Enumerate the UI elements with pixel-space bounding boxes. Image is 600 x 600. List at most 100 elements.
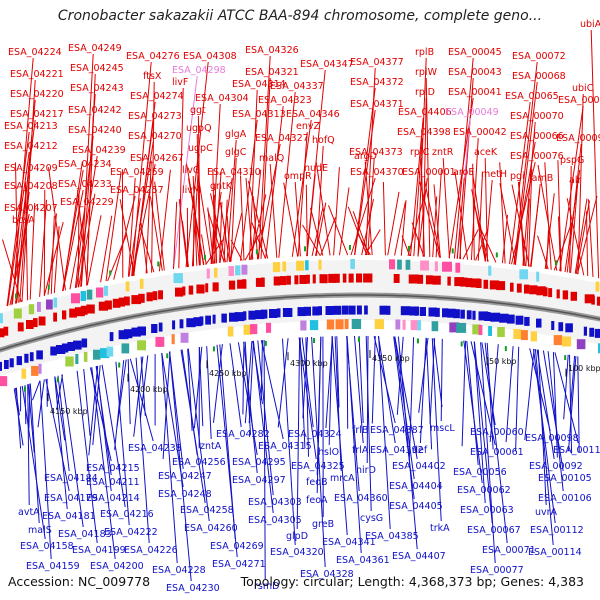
callout-line xyxy=(462,229,479,260)
callout-line xyxy=(328,205,349,256)
gene-label: ESA_04216 xyxy=(100,509,154,520)
callout-line xyxy=(140,222,148,274)
gene-label: ESA_04407 xyxy=(392,551,446,562)
callout-line xyxy=(252,340,274,514)
forward-gene xyxy=(182,286,186,296)
feature-block xyxy=(598,343,600,354)
feature-block xyxy=(405,259,411,270)
callout-line xyxy=(563,354,569,420)
gene-label: ESA_04243 xyxy=(70,83,124,94)
reverse-gene xyxy=(221,313,227,323)
callout-line xyxy=(325,336,333,429)
forward-gene xyxy=(356,273,363,283)
gene-label: mscL xyxy=(430,423,455,434)
gene-label: ESA_04308 xyxy=(183,51,237,62)
forward-gene xyxy=(454,277,465,287)
callout-line xyxy=(131,141,154,277)
reverse-gene xyxy=(36,350,43,360)
callout-line xyxy=(358,335,364,424)
feature-block xyxy=(227,326,234,337)
gene-label: malS xyxy=(28,525,52,536)
gene-label: ESA_04234 xyxy=(58,159,112,170)
forward-gene xyxy=(152,291,158,301)
gene-label: glgC xyxy=(225,147,247,158)
callout-line xyxy=(429,338,436,424)
gene-label: ESA_04208 xyxy=(4,181,58,192)
callout-line xyxy=(365,335,372,512)
callout-line xyxy=(533,348,556,524)
callout-line xyxy=(536,349,555,460)
feature-block xyxy=(180,332,189,343)
callout-line xyxy=(306,173,316,257)
gene-label: ESA_04181 xyxy=(42,511,96,522)
gene-label: ESA_00063 xyxy=(460,505,514,516)
gene-label: ESA_04371 xyxy=(350,99,404,110)
gene-label: ESA_00056 xyxy=(453,467,507,478)
reverse-gene xyxy=(151,324,158,333)
gene-label: ESA_04159 xyxy=(26,561,80,572)
feature-block xyxy=(389,259,396,270)
callout-line xyxy=(554,352,579,444)
gene-label: frlB xyxy=(352,425,368,436)
forward-gene xyxy=(312,274,316,284)
ring-halo xyxy=(0,260,600,377)
callout-line xyxy=(248,340,254,424)
reverse-gene xyxy=(229,312,239,322)
forward-gene xyxy=(196,284,205,294)
callout-line xyxy=(213,344,223,423)
gene-label: ESA_00105 xyxy=(538,473,592,484)
callout-line xyxy=(245,177,254,260)
gene-label: livF xyxy=(172,77,188,88)
callout-line xyxy=(211,103,221,264)
feature-block xyxy=(488,265,492,276)
callout-line xyxy=(513,61,538,265)
feature-block xyxy=(71,293,80,304)
gene-label: ESA_04220 xyxy=(10,89,64,100)
gene-label: ESA_04184 xyxy=(44,473,98,484)
callout-line xyxy=(197,172,213,264)
gene-label: ESA_00060 xyxy=(470,427,524,438)
callout-line xyxy=(515,346,520,452)
callout-line xyxy=(242,341,245,415)
callout-line xyxy=(27,384,30,506)
reverse-gene xyxy=(558,322,564,332)
callout-line xyxy=(577,356,580,453)
gene-label: ESA_00071 xyxy=(482,545,536,556)
forward-gene xyxy=(38,316,46,326)
callout-line xyxy=(185,61,209,268)
gene-label: hslO xyxy=(318,447,339,458)
forward-gene-callout-lines xyxy=(2,29,600,307)
gene-label: ESA_04273 xyxy=(128,111,182,122)
gene-label: ESA_00049 xyxy=(445,107,499,118)
callout-line xyxy=(477,221,497,263)
gene-label: livG xyxy=(182,165,200,176)
callout-line xyxy=(45,378,70,492)
gene-label: ESA_00112 xyxy=(530,525,584,536)
reverse-gene xyxy=(205,315,211,325)
reverse-gene xyxy=(29,352,34,362)
gene-label: ESA_00077 xyxy=(470,565,524,576)
rna-mark xyxy=(109,270,112,276)
feature-block xyxy=(243,324,253,335)
gene-label: ESA_04404 xyxy=(389,481,443,492)
reverse-gene xyxy=(453,309,460,319)
gene-label: rplD xyxy=(415,87,435,98)
callout-line xyxy=(240,175,245,261)
gene-label: ESA_04213 xyxy=(4,121,58,132)
gene-label: ESA_04274 xyxy=(130,91,184,102)
callout-line xyxy=(361,198,374,256)
callout-line xyxy=(223,199,228,263)
reverse-gene xyxy=(594,328,600,338)
gene-label: ESA_04267 xyxy=(130,153,184,164)
callout-line xyxy=(229,212,243,262)
callout-line xyxy=(21,79,36,302)
tick-label: 50 kbp xyxy=(489,357,517,366)
gene-label: ESA_04209 xyxy=(4,163,58,174)
gene-label: ESA_00072 xyxy=(512,51,566,62)
reverse-gene xyxy=(409,306,419,316)
feature-block xyxy=(80,291,86,301)
callout-line xyxy=(198,347,204,427)
reverse-gene xyxy=(325,306,334,315)
callout-line xyxy=(27,384,35,453)
forward-gene xyxy=(242,279,247,289)
